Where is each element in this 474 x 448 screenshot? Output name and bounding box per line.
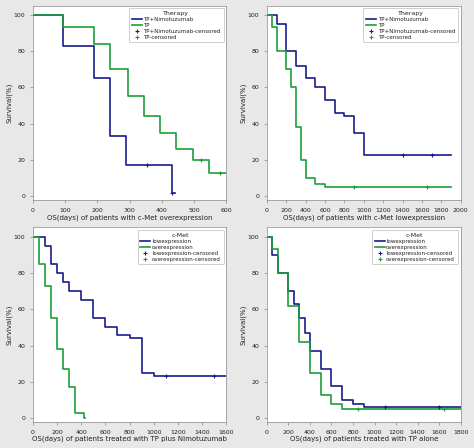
Y-axis label: Survival(%): Survival(%) <box>240 305 246 345</box>
X-axis label: OS(days) of patients treated with TP plus Nimotuzumab: OS(days) of patients treated with TP plu… <box>32 436 227 443</box>
Legend: lowexpression, overexpression, lowexpression-censored, overexpression-censored: lowexpression, overexpression, lowexpres… <box>372 230 458 264</box>
X-axis label: OS(days) of patients with c-Met lowexpression: OS(days) of patients with c-Met lowexpre… <box>283 214 445 220</box>
Y-axis label: Survival(%): Survival(%) <box>6 82 12 123</box>
X-axis label: OS(days) of patients treated with TP alone: OS(days) of patients treated with TP alo… <box>290 436 438 443</box>
X-axis label: OS(days) of patients with c-Met overexpression: OS(days) of patients with c-Met overexpr… <box>47 214 212 220</box>
Legend: lowexpression, overexpression, lowexpression-censored, overexpression-censored: lowexpression, overexpression, lowexpres… <box>137 230 224 264</box>
Legend: TP+Nimotuzumab, TP, TP+Nimotuzumab-censored, TP-censored: TP+Nimotuzumab, TP, TP+Nimotuzumab-censo… <box>129 9 224 43</box>
Y-axis label: Survival(%): Survival(%) <box>240 82 246 123</box>
Legend: TP+Nimotuzumab, TP, TP+Nimotuzumab-censored, TP-censored: TP+Nimotuzumab, TP, TP+Nimotuzumab-censo… <box>363 9 458 43</box>
Y-axis label: Survival(%): Survival(%) <box>6 305 12 345</box>
